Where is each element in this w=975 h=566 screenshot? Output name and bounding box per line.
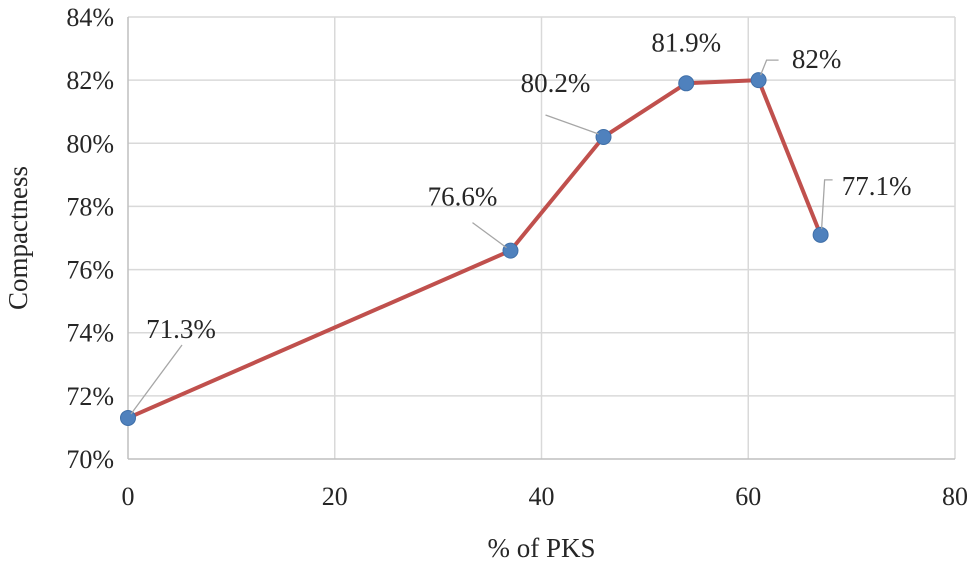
data-label: 81.9%	[651, 27, 721, 57]
x-tick-label: 80	[942, 482, 968, 511]
axes	[127, 17, 955, 460]
y-tick-label: 74%	[66, 319, 114, 348]
y-axis-title: Compactness	[3, 166, 33, 310]
series-group	[120, 72, 829, 426]
x-tick-labels: 0 20 40 60 80	[122, 482, 969, 511]
x-tick-label: 60	[735, 482, 761, 511]
x-tick-label: 0	[122, 482, 135, 511]
series-line	[126, 78, 823, 420]
y-tick-label: 84%	[66, 3, 114, 32]
label-leader-line	[545, 114, 599, 135]
label-leader-line	[820, 179, 833, 229]
y-tick-labels: 70% 72% 74% 76% 78% 80% 82% 84%	[66, 3, 114, 474]
data-label: 71.3%	[146, 314, 216, 344]
data-point	[678, 75, 695, 92]
data-point	[812, 226, 829, 243]
grid-lines	[128, 16, 956, 459]
y-tick-label: 70%	[66, 445, 114, 474]
y-tick-label: 78%	[66, 192, 114, 221]
data-point	[750, 72, 767, 89]
y-tick-label: 76%	[66, 256, 114, 285]
label-leader-line	[759, 59, 779, 76]
data-label: 76.6%	[428, 182, 498, 212]
y-tick-label: 72%	[66, 382, 114, 411]
data-label: 80.2%	[521, 68, 591, 98]
label-leader-line	[472, 222, 507, 249]
data-point	[595, 128, 612, 145]
data-point	[120, 409, 136, 426]
data-label: 77.1%	[842, 171, 912, 201]
x-tick-label: 40	[529, 482, 555, 511]
data-point	[502, 242, 519, 259]
label-leader-line	[130, 344, 183, 415]
x-axis-title: % of PKS	[487, 533, 595, 563]
y-tick-label: 82%	[66, 66, 114, 95]
y-tick-label: 80%	[66, 129, 114, 158]
data-label: 82%	[792, 44, 842, 74]
data-labels: 71.3% 76.6% 80.2% 81.9% 82% 77.1%	[130, 27, 912, 415]
x-tick-label: 20	[322, 482, 348, 511]
